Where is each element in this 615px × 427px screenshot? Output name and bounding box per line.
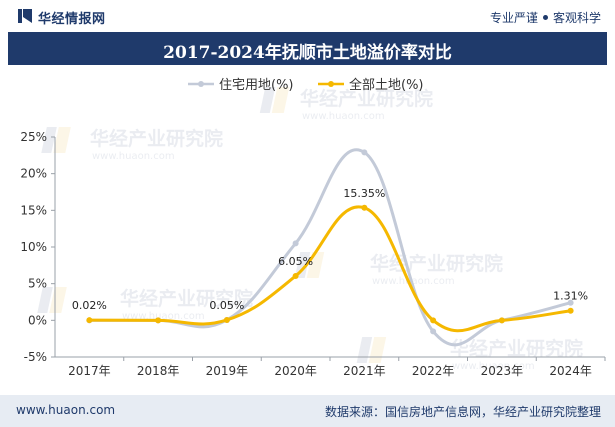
data-label: 1.31% xyxy=(553,290,588,303)
footer-source: 数据来源：国信房地产信息网，华经产业研究院整理 xyxy=(324,405,601,419)
data-point xyxy=(567,299,574,306)
y-tick-label: 5% xyxy=(28,277,47,291)
data-point xyxy=(361,204,368,211)
line-chart: 华经产业研究院www.huaon.com华经产业研究院www.huaon.com… xyxy=(20,77,606,378)
watermark-url: www.huaon.com xyxy=(122,311,205,322)
legend: 住宅用地(%) 全部土地(%) xyxy=(188,77,424,93)
watermark-text: 华经产业研究院 xyxy=(300,87,433,110)
legend-item: 全部土地(%) xyxy=(318,77,424,93)
data-label: 15.35% xyxy=(343,187,385,200)
footer-site: www.huaon.com xyxy=(16,403,116,417)
data-point xyxy=(567,307,574,314)
tagline-right: 客观科学 xyxy=(552,11,601,25)
y-tick-label: 10% xyxy=(20,240,47,254)
chart-title: 2017-2024年抚顺市土地溢价率对比 xyxy=(163,43,452,63)
y-tick-label: 20% xyxy=(20,167,47,181)
title-bar: 2017-2024年抚顺市土地溢价率对比 xyxy=(8,32,607,65)
legend-marker xyxy=(328,81,334,87)
legend-item: 住宅用地(%) xyxy=(188,78,294,93)
series-line xyxy=(89,205,571,333)
data-point xyxy=(430,317,437,324)
data-point xyxy=(430,328,437,335)
tagline-dot xyxy=(542,15,548,20)
series-layer xyxy=(86,148,574,347)
series-line xyxy=(89,148,571,347)
x-tick-label: 2019年 xyxy=(206,364,249,378)
watermark-text: 华经产业研究院 xyxy=(450,337,583,360)
x-tick-label: 2021年 xyxy=(343,364,386,378)
watermark-url: www.huaon.com xyxy=(372,276,455,287)
data-labels: 0.02% 0.05% 6.05% 15.35% 1.31% xyxy=(72,187,588,312)
y-tick-label: 25% xyxy=(20,130,47,144)
y-tick-label: -5% xyxy=(24,350,47,364)
data-point xyxy=(498,317,505,324)
huajing-logo-icon xyxy=(18,9,32,23)
data-point xyxy=(223,316,230,323)
watermark-url: www.huaon.com xyxy=(302,111,385,122)
legend-label: 住宅用地(%) xyxy=(219,78,294,93)
watermark-layer: 华经产业研究院www.huaon.com华经产业研究院www.huaon.com… xyxy=(37,87,583,372)
watermark-url: www.huaon.com xyxy=(452,361,535,372)
data-point xyxy=(86,317,93,324)
x-tick-label: 2020年 xyxy=(274,364,317,378)
x-tick-label: 2018年 xyxy=(137,364,180,378)
top-bar: 华经情报网 专业严谨 客观科学 xyxy=(0,0,615,32)
data-label: 0.02% xyxy=(72,299,107,312)
brand-name: 华经情报网 xyxy=(38,12,106,27)
data-point xyxy=(361,149,368,156)
data-label: 6.05% xyxy=(278,255,313,268)
watermark-text: 华经产业研究院 xyxy=(370,252,503,275)
data-point xyxy=(292,240,299,247)
legend-marker xyxy=(198,81,204,87)
footer: www.huaon.com 数据来源：国信房地产信息网，华经产业研究院整理 xyxy=(0,395,615,427)
watermark-url: www.huaon.com xyxy=(92,151,175,162)
y-tick-label: 0% xyxy=(28,313,47,327)
x-tick-label: 2024年 xyxy=(549,364,592,378)
data-label: 0.05% xyxy=(209,299,244,312)
data-point xyxy=(155,317,162,324)
x-tick-label: 2023年 xyxy=(481,364,524,378)
y-tick-label: 15% xyxy=(20,203,47,217)
watermark-text: 华经产业研究院 xyxy=(120,287,253,310)
watermark-text: 华经产业研究院 xyxy=(90,127,223,150)
x-tick-label: 2017年 xyxy=(68,364,111,378)
tagline: 专业严谨 客观科学 xyxy=(490,9,601,26)
legend-label: 全部土地(%) xyxy=(349,77,424,93)
x-tick-label: 2022年 xyxy=(412,364,455,378)
tagline-left: 专业严谨 xyxy=(489,11,538,25)
axes: 25% 20% 15% 10% 5% 0% -5% 2017年 2018年 2019年 2020年 2… xyxy=(20,130,606,378)
data-point xyxy=(292,272,299,279)
